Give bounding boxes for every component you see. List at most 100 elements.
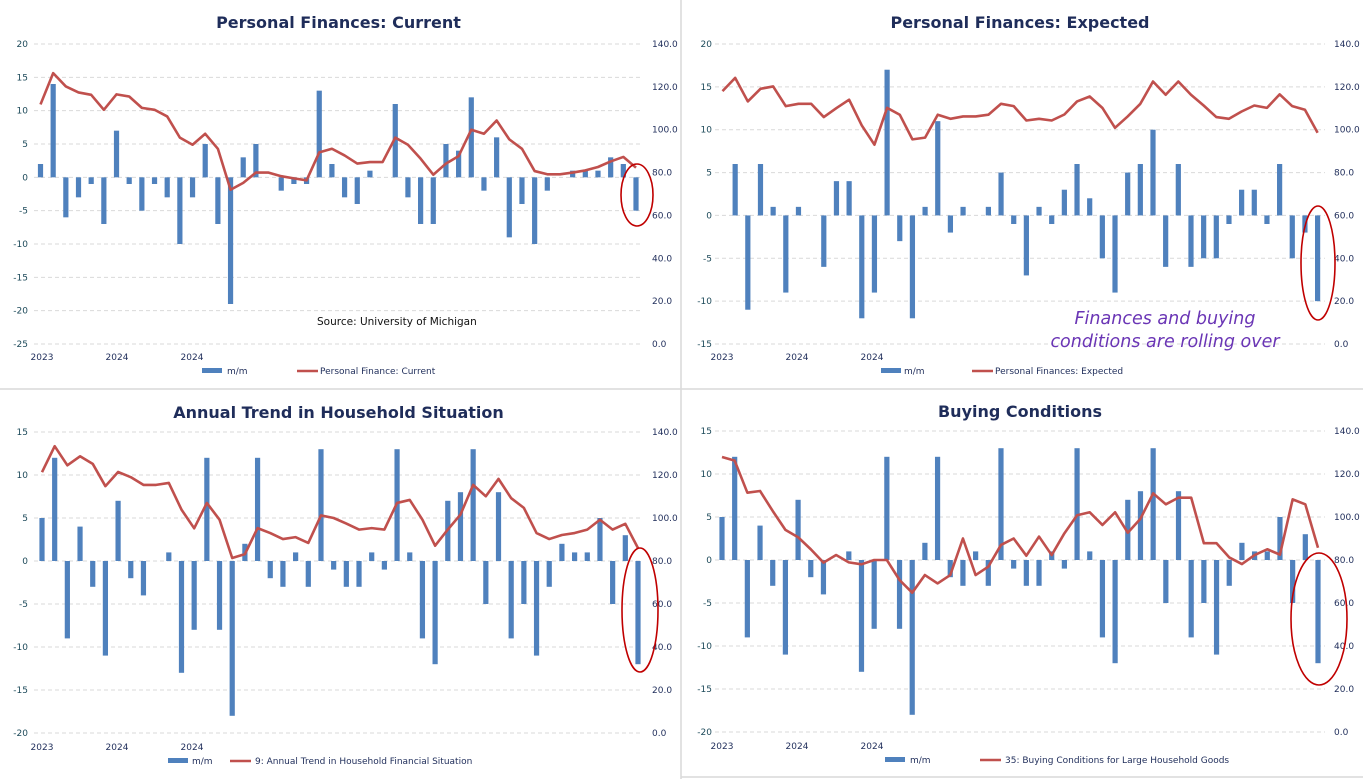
right-axis-tick-label: 80.0 [652, 169, 672, 179]
bar-mm [341, 177, 348, 198]
right-axis-tick-label: 100.0 [652, 126, 678, 136]
chart-panel-4: Buying Conditions 15 10 5 0 -5 -10 -15 -20 140.0 1… [697, 402, 1360, 766]
line-series [721, 455, 1320, 594]
bar-mm [1277, 517, 1283, 560]
legend: m/m 9: Annual Trend in Household Financia… [168, 757, 472, 767]
bar-mm [166, 552, 172, 561]
bar-mm [457, 492, 464, 561]
bar-mm [1099, 560, 1106, 638]
highlight-ellipse [1290, 552, 1348, 686]
bar-mm [859, 215, 865, 319]
bar-mm [533, 561, 540, 656]
legend-line-label: Personal Finances: Expected [995, 367, 1123, 377]
bar-mm [90, 561, 96, 587]
bar-mm [998, 448, 1004, 560]
x-axis-tick-label: 2023 [31, 353, 54, 363]
left-axis-tick-label: -5 [19, 207, 28, 217]
bar-mm [191, 561, 197, 630]
left-axis-tick-label: -10 [13, 643, 28, 653]
bar-mm [508, 561, 514, 639]
right-axis-tick-label: 120.0 [1334, 470, 1360, 480]
bar-mm [1289, 215, 1295, 259]
bar-mm [367, 170, 373, 178]
chart-panel-2: Personal Finances: Expected 20 15 10 5 0 -5 -10… [697, 13, 1360, 377]
chart-title: Personal Finances: Current [216, 13, 461, 32]
bar-mm [622, 535, 628, 561]
bar-mm [343, 561, 349, 587]
left-axis-tick-label: 5 [22, 514, 28, 524]
highlight-ellipse [1300, 205, 1336, 321]
bar-mm [52, 457, 58, 561]
left-axis-tick-label: 10 [17, 471, 29, 481]
bar-mm [470, 449, 476, 561]
bar-mm [922, 206, 928, 216]
bar-mm [1061, 560, 1067, 569]
bar-mm [1049, 215, 1055, 224]
bar-mm [1074, 448, 1080, 560]
bar-mm [1112, 560, 1118, 664]
x-axis-tick-label: 2024 [181, 743, 204, 753]
bar-mm [519, 177, 525, 204]
bar-mm [495, 492, 502, 561]
bar-mm [846, 551, 852, 560]
bar-mm [1087, 198, 1093, 216]
right-axis-tick-label: 80.0 [652, 557, 672, 567]
bar-mm [808, 560, 814, 578]
left-axis-tick-label: 5 [706, 513, 712, 523]
right-axis-tick-label: 20.0 [652, 297, 672, 307]
bar-mm [1290, 560, 1296, 603]
bar-mm [960, 206, 966, 216]
bar-mm [1061, 189, 1067, 216]
bar-mm [1188, 560, 1194, 638]
bar-mm [254, 457, 261, 561]
bar-mm [1150, 448, 1156, 560]
bar-mm [1315, 215, 1321, 302]
left-axis-tick-label: -20 [13, 307, 28, 317]
bar-mm [37, 164, 44, 178]
bar-mm [998, 172, 1004, 216]
bar-mm [1201, 215, 1207, 259]
bar-mm [189, 177, 196, 198]
bar-mm [732, 456, 738, 560]
right-axis-tick-label: 20.0 [1334, 297, 1354, 307]
bar-mm [227, 177, 234, 304]
right-axis-tick-label: 60.0 [652, 600, 672, 610]
right-axis-tick-label: 100.0 [652, 514, 678, 524]
bar-mm [139, 177, 145, 211]
x-axis-tick-label: 2023 [711, 353, 734, 363]
left-axis-tick-label: -20 [13, 729, 28, 739]
bar-mm [1125, 499, 1131, 560]
bar-mm [280, 561, 286, 587]
bar-mm [88, 177, 94, 184]
bar-mm [1201, 560, 1207, 603]
bar-mm [356, 561, 362, 587]
bar-mm [1137, 164, 1143, 216]
bar-mm [745, 215, 751, 310]
bar-mm [494, 137, 500, 178]
right-axis-tick-label: 80.0 [1334, 556, 1354, 566]
bar-mm [432, 561, 438, 665]
bar-mm [546, 561, 552, 587]
left-axis-tick-label: -15 [13, 686, 28, 696]
bar-mm [719, 517, 725, 560]
bar-mm [757, 525, 763, 560]
bar-mm [77, 526, 83, 561]
left-axis-tick-label: -15 [13, 273, 28, 283]
bar-mm [783, 215, 789, 293]
legend-line-label: 9: Annual Trend in Household Financial S… [255, 757, 472, 767]
left-axis-tick-label: 5 [22, 140, 28, 150]
left-axis-tick-label: 0 [706, 211, 712, 221]
right-axis-tick-label: 20.0 [652, 686, 672, 696]
bar-mm [1023, 215, 1029, 276]
bar-mm [795, 499, 801, 560]
bar-mm [1099, 215, 1105, 259]
line-series [40, 444, 640, 560]
left-axis-tick-label: -5 [19, 600, 28, 610]
bar-mm [506, 177, 512, 238]
highlight-ellipse [621, 547, 659, 673]
bar-mm [1112, 215, 1118, 293]
left-axis-tick-label: -10 [13, 240, 28, 250]
highlight-ellipse [620, 163, 654, 227]
bar-mm [770, 560, 776, 586]
bar-mm [75, 177, 82, 198]
